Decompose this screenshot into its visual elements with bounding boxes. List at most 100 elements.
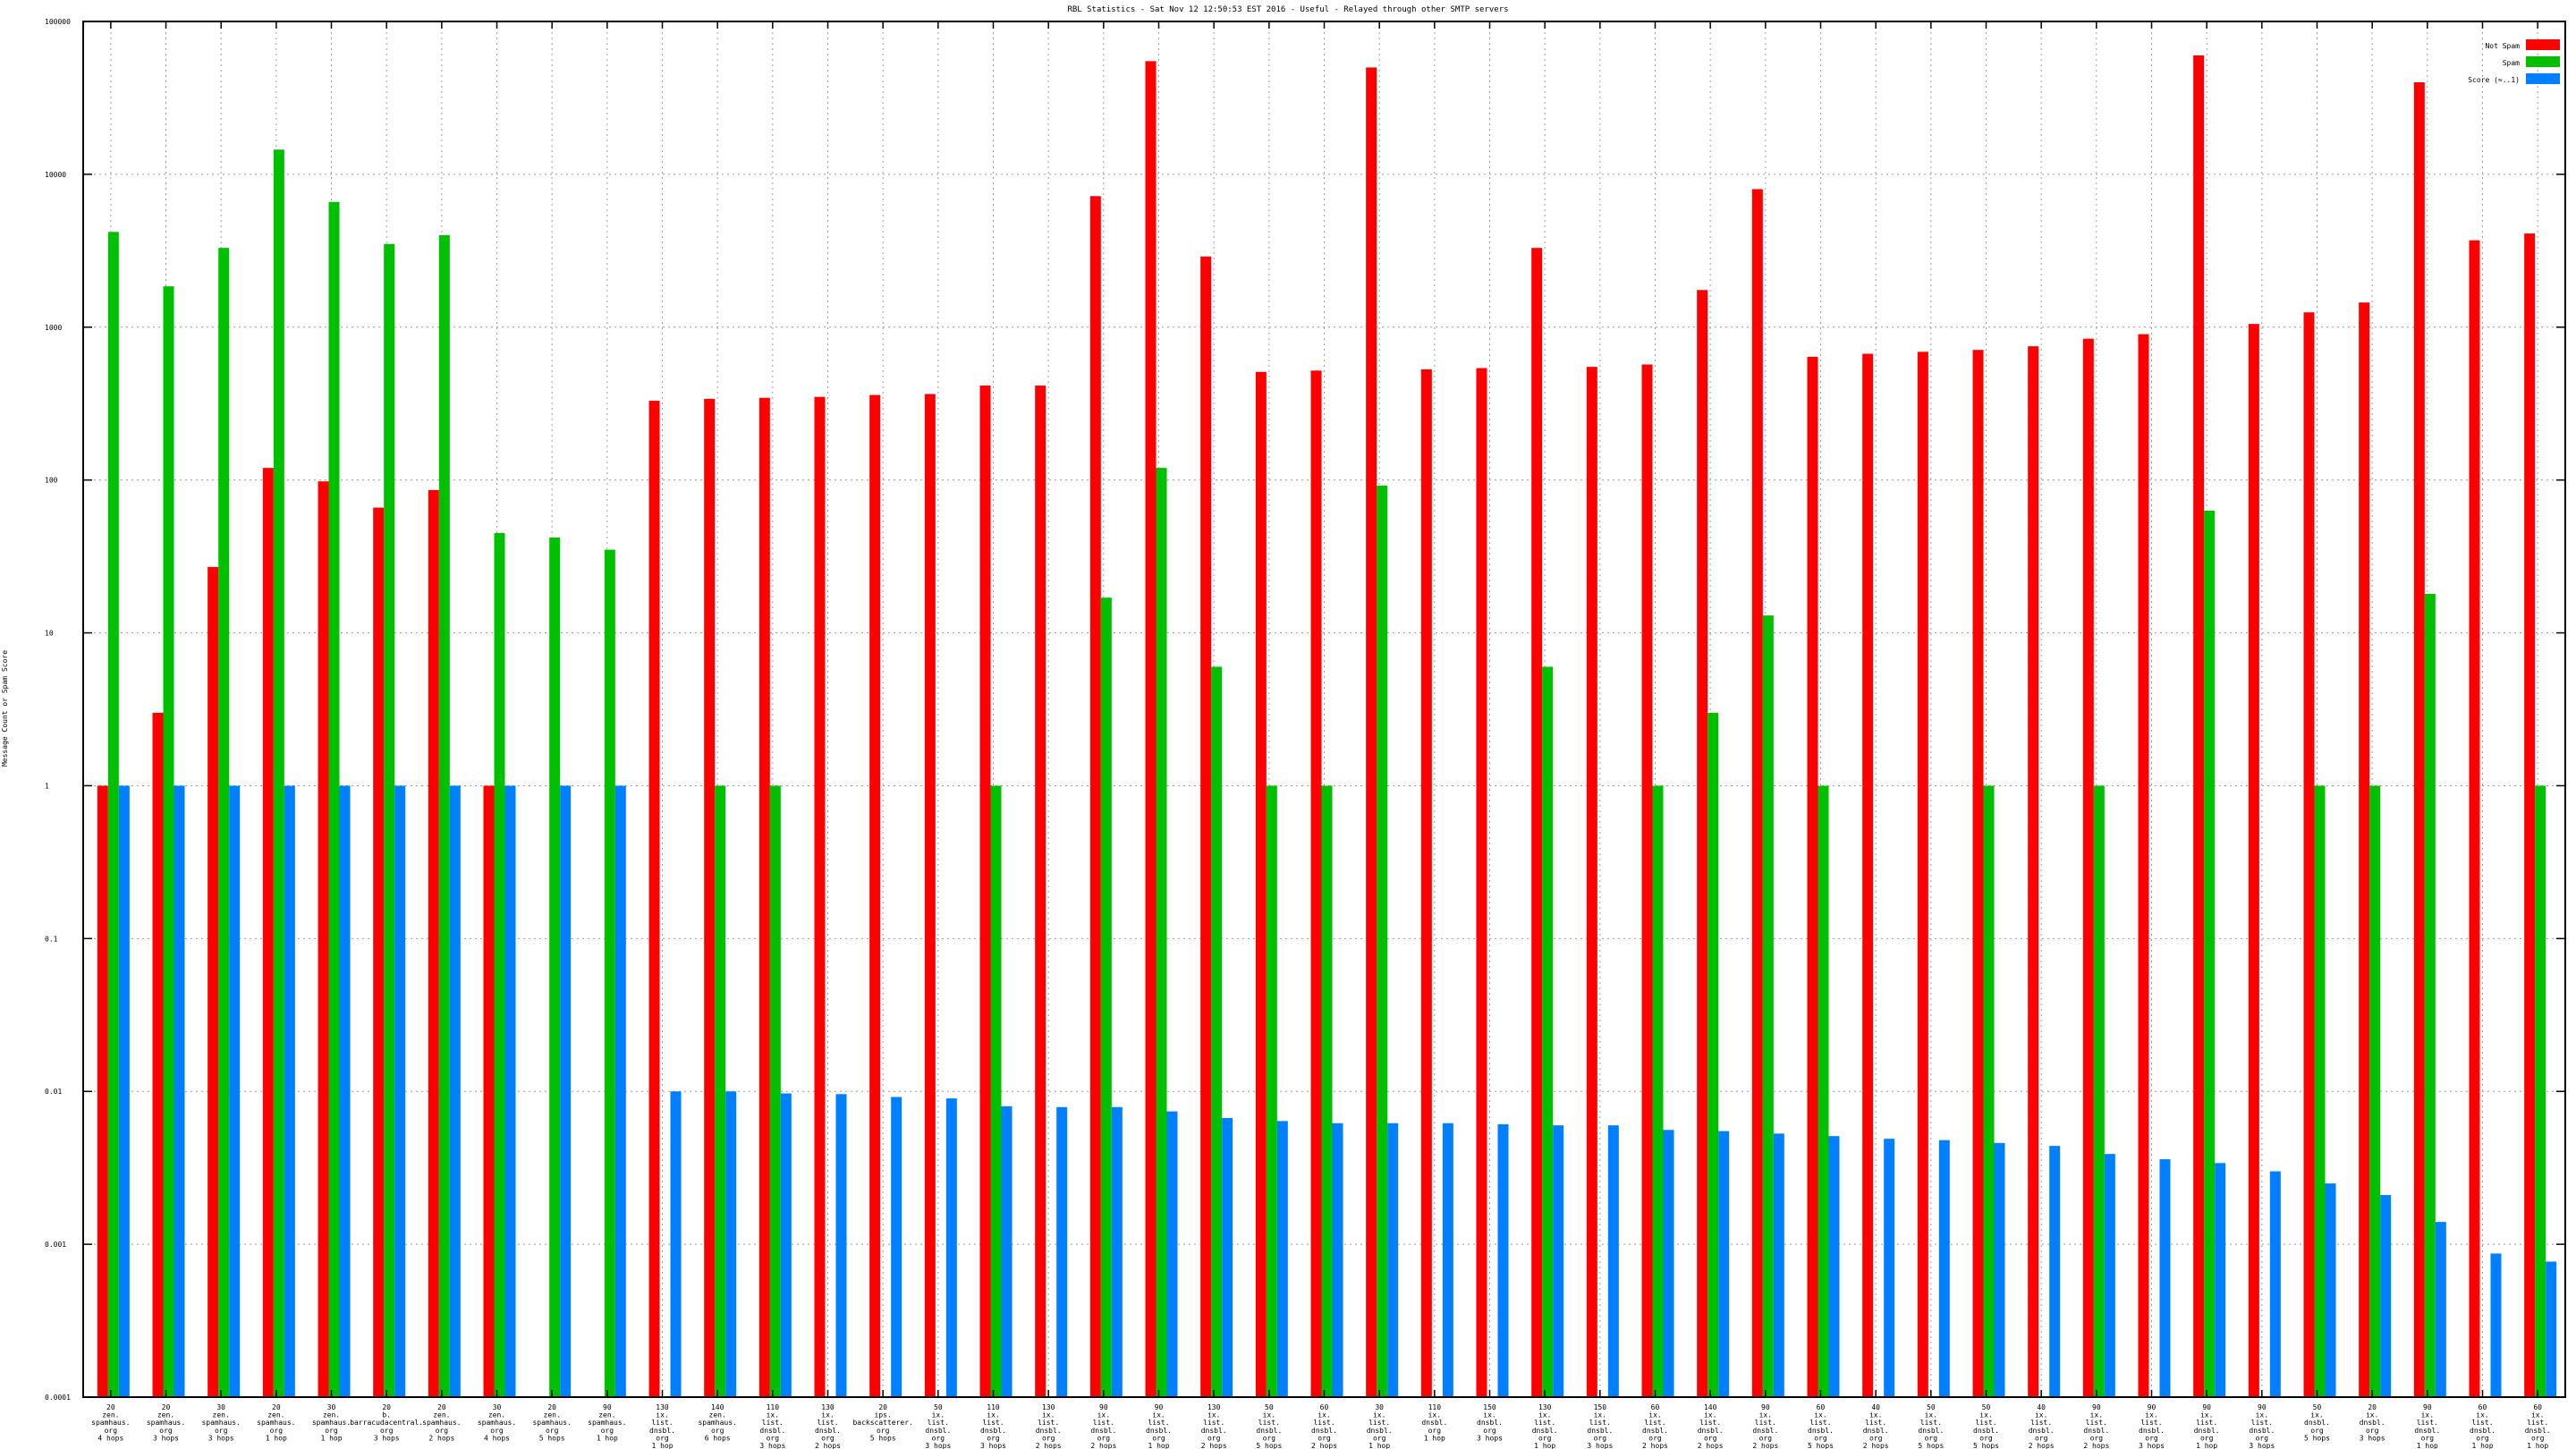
x-tick-label-line: list. [1534, 1419, 1555, 1427]
x-tick-label-line: 3 hops [2249, 1442, 2275, 1449]
x-tick-label-line: org [2476, 1434, 2489, 1442]
x-tick-label: 30 ix. list. dnsbl. org 1 hop [1367, 1403, 1393, 1449]
bar-not-spam [262, 468, 274, 1397]
x-tick-label: 140 ix. list. dnsbl. org 2 hops [1698, 1403, 1724, 1449]
bar-score [284, 785, 295, 1397]
x-tick-label-line: org [325, 1427, 338, 1435]
x-tick-label-line: 4 hops [97, 1434, 123, 1442]
bar-score [1387, 1123, 1399, 1397]
x-tick-label: 20 zen. spamhaus. org 1 hop [257, 1403, 295, 1442]
x-tick-label-line: list. [2030, 1419, 2052, 1427]
bar-not-spam [152, 712, 164, 1397]
x-tick-label-line: 1 hop [1148, 1442, 1169, 1449]
bar-not-spam [1751, 189, 1763, 1398]
x-tick-label-line: dnsbl. [1146, 1427, 1172, 1435]
bar-spam [2093, 785, 2105, 1397]
x-tick-label-line: org [1208, 1434, 1221, 1442]
x-tick-label-line: dnsbl. [1477, 1419, 1503, 1427]
x-tick-label-line: 5 hops [539, 1434, 565, 1442]
bar-not-spam [2028, 346, 2039, 1397]
bar-score [394, 785, 406, 1397]
bar-spam [1377, 485, 1388, 1397]
x-tick-label-line: 2 hops [2083, 1442, 2109, 1449]
bar-spam [990, 785, 1002, 1397]
bar-score [1111, 1106, 1123, 1397]
bar-not-spam [1972, 350, 1984, 1398]
x-tick-label-line: ix. [1042, 1411, 1055, 1419]
x-tick-label-line: 110 [1428, 1403, 1442, 1411]
x-tick-label-line: org [932, 1434, 945, 1442]
x-tick-label: 90 ix. list. dnsbl. org 2 hops [1090, 1403, 1116, 1449]
bar-spam [1156, 468, 1167, 1397]
x-tick-label-line: 2 hops [1090, 1442, 1116, 1449]
x-tick-label-line: ix. [1318, 1411, 1330, 1419]
x-tick-label-line: list. [2527, 1419, 2548, 1427]
x-tick-label-line: 90 [2148, 1403, 2157, 1411]
x-tick-label-line: backscatterer. [852, 1419, 912, 1427]
bar-not-spam [208, 566, 219, 1397]
x-tick-label-line: org [1042, 1434, 1055, 1442]
x-tick-label-line: ix. [1263, 1411, 1275, 1419]
x-tick-label-line: ix. [821, 1411, 834, 1419]
x-tick-label-line: 1 hop [651, 1442, 673, 1449]
x-tick-label-line: org [546, 1427, 559, 1435]
x-tick-label-line: 130 [1042, 1403, 1055, 1411]
x-tick-label-line: spamhaus. [91, 1419, 130, 1427]
x-tick-label-line: 20 [106, 1403, 115, 1411]
x-tick-label-line: dnsbl. [1808, 1427, 1834, 1435]
x-tick-label: 90 ix. list. dnsbl. org 1 hop [2414, 1403, 2440, 1449]
x-tick-label-line: spamhaus. [201, 1419, 240, 1427]
y-tick-label: 1 [45, 782, 49, 790]
bar-not-spam [1310, 370, 1322, 1397]
x-tick-label-line: ix. [2200, 1411, 2213, 1419]
x-tick-label-line: org [2200, 1434, 2214, 1442]
x-tick-label-line: list. [2417, 1419, 2438, 1427]
bar-spam [604, 549, 615, 1397]
x-tick-label-line: spamhaus. [698, 1419, 736, 1427]
bar-score [2049, 1146, 2061, 1397]
x-tick-label-line: spamhaus. [588, 1419, 626, 1427]
x-tick-label-line: dnsbl. [980, 1427, 1006, 1435]
x-tick-label-line: 130 [821, 1403, 835, 1411]
x-tick-label: 20 ix. dnsbl. org 3 hops [2360, 1403, 2385, 1442]
x-tick-label-line: 2 hops [1863, 1442, 1889, 1449]
bar-score [2269, 1171, 2281, 1397]
x-tick-label: 40 ix. list. dnsbl. org 2 hops [1863, 1403, 1889, 1449]
bar-score [2435, 1222, 2446, 1397]
bar-spam [2204, 510, 2216, 1397]
x-tick-label-line: dnsbl. [1256, 1427, 1282, 1435]
bar-score [2546, 1261, 2557, 1397]
x-tick-label-line: 90 [1099, 1403, 1108, 1411]
x-tick-label-line: ix. [2310, 1411, 2323, 1419]
x-tick-label-line: list. [1699, 1419, 1721, 1427]
x-tick-label-line: list. [1313, 1419, 1335, 1427]
x-tick-label-line: zen. [488, 1411, 505, 1419]
bar-not-spam [1255, 371, 1267, 1398]
x-tick-label-line: dnsbl. [1918, 1427, 1944, 1435]
x-tick-label-line: 60 [2533, 1403, 2542, 1411]
bar-score [118, 785, 130, 1397]
x-tick-label-line: 3 hops [1477, 1434, 1503, 1442]
x-tick-label-line: org [767, 1434, 780, 1442]
x-tick-label-line: 90 [2202, 1403, 2211, 1411]
x-tick-label-line: 150 [1594, 1403, 1607, 1411]
x-tick-label-line: 3 hops [2360, 1434, 2385, 1442]
x-tick-label: 90 zen. spamhaus. org 1 hop [588, 1403, 626, 1442]
y-tick-label: 0.001 [45, 1241, 66, 1249]
x-tick-label-line: dnsbl. [2414, 1427, 2440, 1435]
x-tick-label-line: dnsbl. [2525, 1427, 2551, 1435]
x-tick-label-line: org [2090, 1434, 2104, 1442]
x-tick-label-line: ix. [1704, 1411, 1716, 1419]
x-tick-label-line: list. [1368, 1419, 1390, 1427]
x-tick-label-line: org [1483, 1427, 1496, 1435]
x-tick-label: 130 ix. list. dnsbl. org 1 hop [649, 1403, 675, 1449]
bar-spam [1652, 785, 1664, 1397]
x-tick-label-line: 140 [1704, 1403, 1717, 1411]
x-tick-label-line: 50 [2313, 1403, 2322, 1411]
bar-score [1276, 1121, 1288, 1397]
x-tick-label-line: ips. [875, 1411, 892, 1419]
x-tick-label: 140 zen. spamhaus. org 6 hops [698, 1403, 736, 1442]
x-tick-label: 90 ix. list. dnsbl. org 2 hops [1752, 1403, 1778, 1449]
x-tick-label: 20 b. barracudacentral. org 3 hops [350, 1403, 423, 1442]
